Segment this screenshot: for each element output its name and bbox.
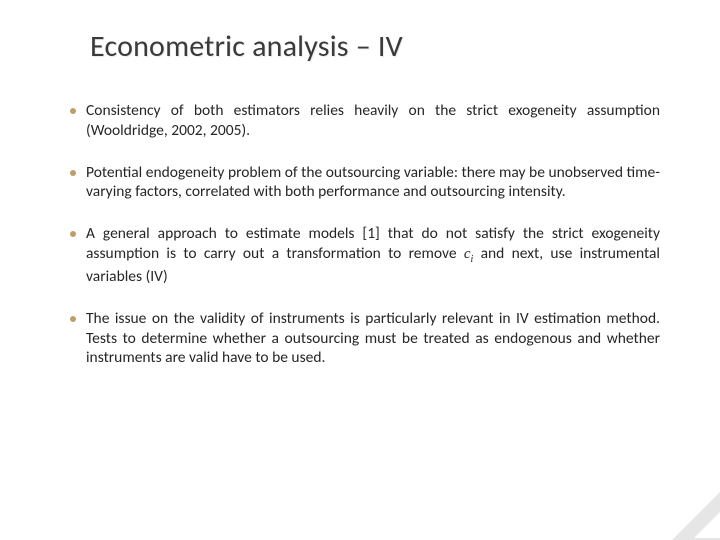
list-item: Consistency of both estimators relies he… — [70, 101, 660, 141]
slide-title: Econometric analysis – IV — [90, 28, 660, 65]
list-item: The issue on the validity of instruments… — [70, 309, 660, 368]
math-variable: ci — [464, 246, 473, 262]
list-item: A general approach to estimate models [1… — [70, 224, 660, 286]
list-item: Potential endogeneity problem of the out… — [70, 163, 660, 203]
bullet-list: Consistency of both estimators relies he… — [70, 101, 660, 368]
page-corner-fold — [672, 492, 720, 540]
